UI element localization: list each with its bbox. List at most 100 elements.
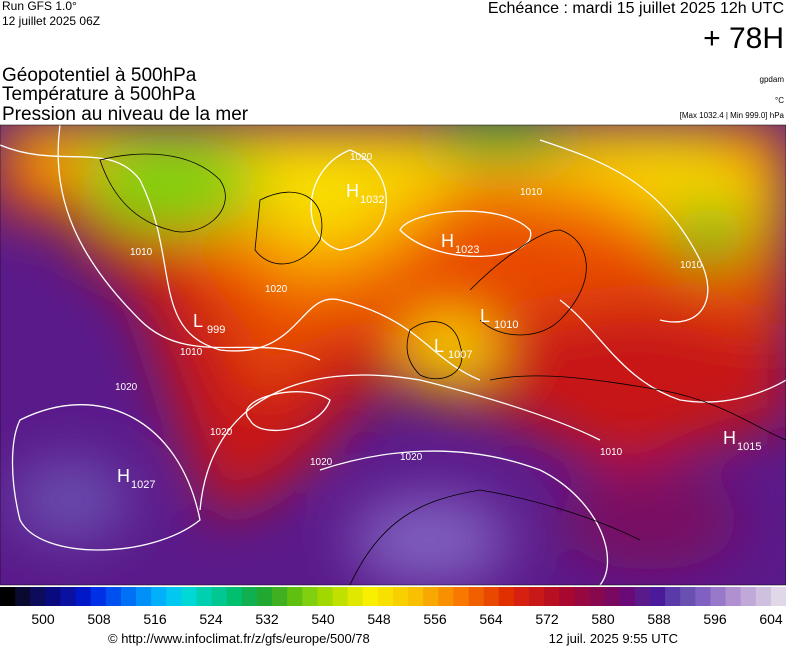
run-label: Run GFS 1.0° [2,0,77,13]
colorbar-swatch [120,587,137,606]
pressure-center: H 1023 [441,231,479,256]
colorbar-swatch [105,587,122,606]
colorbar-swatch [377,587,394,606]
colorbar-swatch [151,587,167,606]
colorbar-swatch [423,587,439,606]
center-letter: L [193,311,203,331]
center-letter: H [441,231,454,251]
colorbar-swatch [60,587,77,606]
pressure-center: L 1010 [480,306,518,331]
isobar-label: 1010 [180,347,203,358]
colorbar-swatch [438,587,454,606]
colorbar-label: 596 [703,611,727,627]
isobar-label: 1010 [600,447,623,458]
colorbar-swatch [90,587,107,606]
colorbar-swatch [604,587,621,606]
colorbar-swatch [770,587,786,606]
colorbar-swatch [544,587,560,606]
colorbar-swatch [680,587,696,606]
map-frame [0,124,786,586]
colorbar-swatch [256,587,273,606]
isobar-label: 1020 [265,284,288,295]
colorbar-swatch [272,587,288,606]
colorbar-swatch [45,587,61,606]
isobar-label: 1020 [350,152,373,163]
colorbar-label: 516 [143,611,167,627]
center-value: 1007 [448,349,472,361]
title: Pression au niveau de la mer [2,104,249,125]
colorbar-swatch [589,587,606,606]
unit: gpdam [760,75,785,84]
colorbar-swatch [332,587,349,606]
colorbar-swatch [75,587,92,606]
isobar-label: 1010 [680,260,703,271]
colorbar-swatch [408,587,424,606]
colorbar-swatch [529,587,545,606]
isobar-label: 1020 [400,452,423,463]
colorbar-swatch [634,587,651,606]
colorbar-swatch [226,587,243,606]
center-letter: L [480,306,490,326]
colorbar-swatch [619,587,636,606]
colorbar-label: 500 [31,611,55,627]
colorbar-label: 524 [199,611,223,627]
title: Géopotentiel à 500hPa [2,65,197,86]
echeance: Echéance : mardi 15 juillet 2025 12h UTC [488,0,784,17]
center-value: 1010 [494,319,518,331]
colorbar-swatch [136,587,152,606]
pressure-center: H 1027 [117,466,155,491]
colorbar-swatch [649,587,666,606]
pressure-center: L 1007 [434,336,472,361]
center-letter: H [346,181,359,201]
colorbar-swatch [393,587,409,606]
colorbar-swatch [0,587,16,606]
colorbar-swatch [513,587,530,606]
colorbar-swatch [181,587,197,606]
colorbar-swatch [453,587,470,606]
isobar-label: 1020 [210,427,233,438]
footer-url: © http://www.infoclimat.fr/z/gfs/europe/… [108,631,370,646]
colorbar-swatch [30,587,46,606]
center-letter: H [117,466,130,486]
colorbar-swatch [498,587,515,606]
colorbar-label: 580 [591,611,615,627]
colorbar-swatch [362,587,379,606]
colorbar-swatch [725,587,742,606]
colorbar-label: 508 [87,611,111,627]
colorbar-swatch [302,587,318,606]
colorbar-label: 532 [255,611,279,627]
colorbar-swatch [710,587,727,606]
pressure-center: L 999 [193,311,225,336]
colorbar-swatch [317,587,334,606]
center-value: 999 [207,324,225,336]
colorbar-label: 564 [479,611,503,627]
colorbar-swatch [15,587,31,606]
colorbar-swatch [196,587,213,606]
colorbar-label: 556 [423,611,447,627]
isobar-label: 1020 [310,457,333,468]
lead-time: + 78H [703,22,784,55]
colorbar-swatch [695,587,711,606]
colorbar-swatch [574,587,590,606]
colorbar-swatch [287,587,303,606]
colorbar-swatch [211,587,228,606]
colorbar-label: 548 [367,611,391,627]
center-letter: L [434,336,444,356]
run-date: 12 juillet 2025 06Z [2,14,100,28]
colorbar-swatch [665,587,681,606]
isobar-label: 1010 [130,247,153,258]
colorbar-swatch [468,587,485,606]
colorbar-swatch [166,587,182,606]
colorbar-swatch [740,587,757,606]
title: Température à 500hPa [2,84,196,105]
center-value: 1023 [455,244,479,256]
pressure-center: H 1015 [723,428,761,453]
colorbar-label: 604 [759,611,783,627]
pressure-center: H 1032 [346,181,384,206]
center-value: 1015 [737,441,761,453]
colorbar-swatch [241,587,258,606]
colorbar-swatch [347,587,364,606]
isobars [0,125,786,585]
colorbar-swatch [559,587,575,606]
